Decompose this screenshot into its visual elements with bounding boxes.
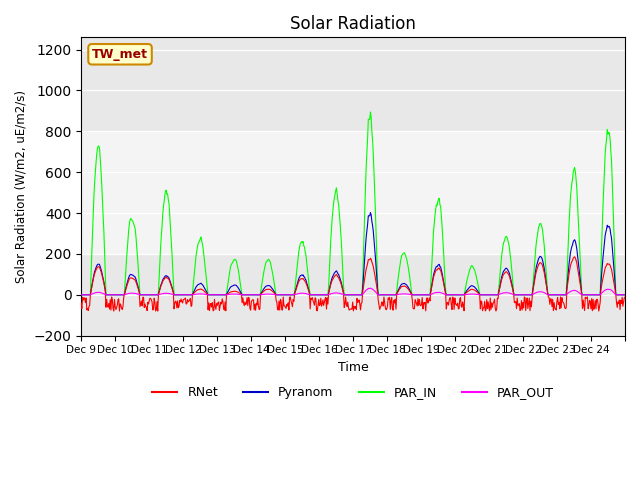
Y-axis label: Solar Radiation (W/m2, uE/m2/s): Solar Radiation (W/m2, uE/m2/s) [15, 90, 28, 283]
Legend: RNet, Pyranom, PAR_IN, PAR_OUT: RNet, Pyranom, PAR_IN, PAR_OUT [147, 381, 559, 404]
Bar [81, 132, 625, 254]
Title: Solar Radiation: Solar Radiation [290, 15, 416, 33]
X-axis label: Time: Time [338, 361, 369, 374]
Text: TW_met: TW_met [92, 48, 148, 61]
